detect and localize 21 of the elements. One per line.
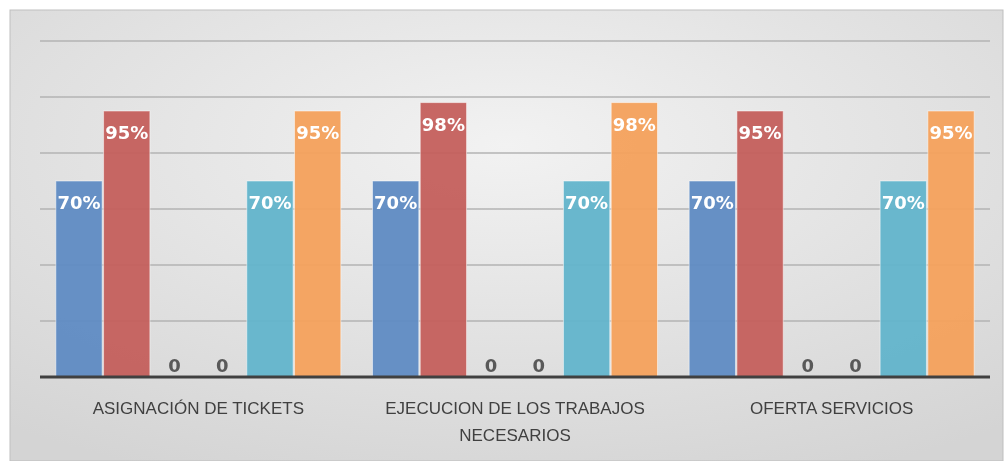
data-label: 0 [532,355,546,376]
data-label: 95% [105,122,149,143]
data-label: 70% [565,192,609,213]
data-label: 0 [801,355,815,376]
x-tick-label: ASIGNACIÓN DE TICKETS [92,399,304,418]
x-tick-label: OFERTA SERVICIOS [749,399,914,418]
data-label: 98% [612,113,656,135]
data-label: 70% [690,192,734,213]
data-label: 95% [929,122,973,143]
data-label: 70% [881,192,925,213]
data-label: 70% [57,192,101,213]
data-label: 95% [296,122,340,143]
data-label: 0 [215,355,229,376]
data-label: 70% [248,192,292,213]
x-tick-label: EJECUCION DE LOS TRABAJOS NECESARIOS [385,399,645,445]
data-label: 0 [849,355,862,376]
data-label: 0 [484,355,498,376]
data-label: 98% [421,113,465,135]
data-label: 0 [168,355,181,376]
data-label: 95% [738,122,782,143]
data-label: 70% [374,192,418,213]
